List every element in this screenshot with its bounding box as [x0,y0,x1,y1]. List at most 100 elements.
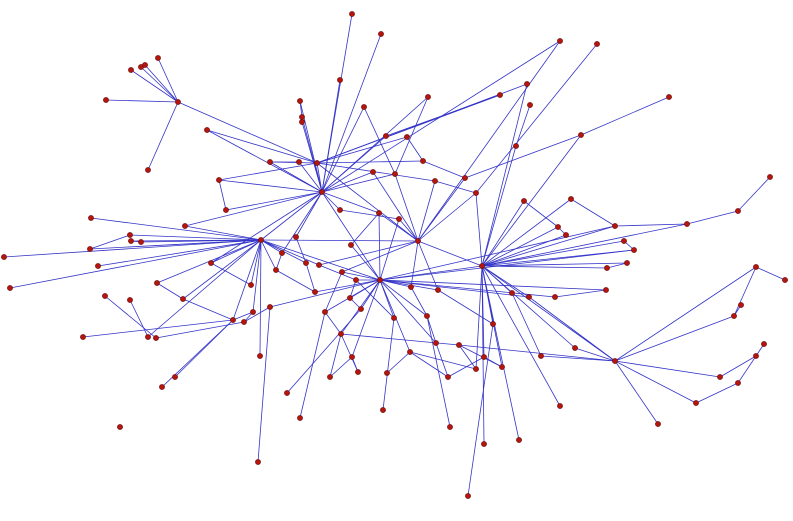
node [420,158,426,164]
node [142,62,148,68]
node [155,55,161,61]
edge [144,64,179,103]
edge [105,99,179,103]
node [322,309,328,315]
edge [260,239,320,266]
node [299,114,305,120]
node [415,238,421,244]
edge [378,212,381,281]
edge [316,162,419,242]
node [255,459,261,465]
node [526,294,532,300]
edge [464,134,582,179]
edge [130,69,179,103]
nodes-layer [1,11,788,499]
edge [394,96,429,175]
edge [417,240,439,291]
node [370,169,376,175]
node [624,260,630,266]
node [327,374,333,380]
edge [614,223,688,227]
edge [281,191,323,254]
node [631,247,637,253]
edge [515,104,531,147]
node [396,216,402,222]
node [353,277,359,283]
edge [614,360,697,404]
edge [218,162,318,181]
edge [458,344,503,368]
node [172,374,178,380]
node [138,239,144,245]
edge [570,198,616,227]
edge [458,344,616,362]
edge [218,179,323,193]
edge [417,240,483,267]
edge [481,249,635,267]
node [612,223,618,229]
edge [417,40,561,242]
edge [318,240,419,266]
node [473,190,479,196]
edge [232,239,262,321]
edge [260,239,419,242]
edge [733,266,757,317]
node [479,263,485,269]
node [80,334,86,340]
edge [324,271,343,313]
edge [481,265,520,441]
node [358,306,364,312]
edge [129,299,149,338]
edge [321,171,374,193]
node [230,317,236,323]
node [314,160,320,166]
node [273,267,279,273]
node [481,441,487,447]
node [339,269,345,275]
node [404,134,410,140]
edge [316,162,323,193]
node [377,277,383,283]
edge [321,191,341,211]
node [383,133,389,139]
edge [147,239,262,338]
node [319,189,325,195]
node [361,104,367,110]
edge [437,289,494,325]
node [481,354,487,360]
edge [321,191,381,281]
edge [9,239,262,289]
edge [554,289,607,298]
edge [481,145,517,267]
edge [606,262,628,269]
node [380,407,386,413]
edge [104,295,157,339]
edge [523,200,559,228]
node [337,207,343,213]
node [258,237,264,243]
edge [540,355,616,362]
node [594,41,600,47]
edge [481,134,582,267]
edge [243,306,271,323]
node [103,97,109,103]
edge [686,210,739,225]
edge [156,282,184,300]
edge [259,239,262,357]
edge [372,171,419,242]
edge [206,129,323,193]
edge [316,160,424,164]
edge [426,315,437,344]
edge [481,234,567,267]
node [435,287,441,293]
edge [349,279,357,299]
node [347,295,353,301]
node [297,415,303,421]
node [154,280,160,286]
node [465,493,471,499]
edge [406,136,424,162]
edge [184,191,323,227]
node [407,349,413,355]
edge [329,333,342,378]
node [509,290,515,296]
